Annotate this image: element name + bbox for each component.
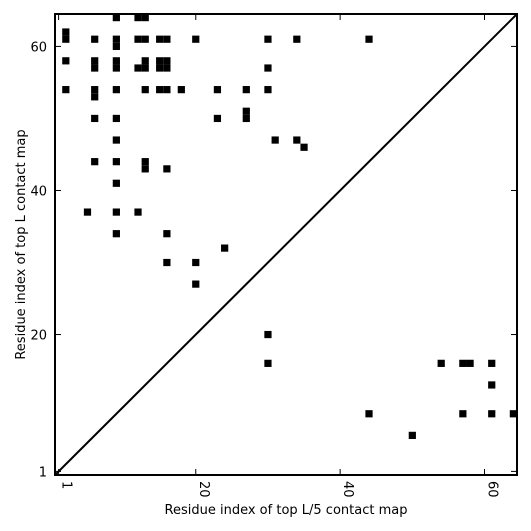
contact-point-upper [192, 258, 200, 267]
contact-point-upper [62, 35, 70, 43]
contact-point-upper [112, 230, 120, 238]
x-axis-label: Residue index of top L/5 contact map [165, 503, 408, 518]
contact-point-upper [163, 57, 171, 65]
plot-points [62, 14, 517, 439]
contact-point-upper [62, 28, 70, 36]
y-tick-label: 1 [39, 465, 47, 480]
contact-point-upper [242, 107, 250, 115]
contact-point-upper [141, 57, 149, 65]
contact-point-upper [242, 86, 250, 94]
contact-point-upper [112, 208, 120, 216]
contact-point-upper [141, 86, 149, 94]
contact-point-upper [141, 35, 149, 43]
contact-point-lower [459, 359, 467, 367]
x-tick-label: 1 [59, 481, 74, 489]
contact-point-upper [221, 244, 229, 252]
y-tick-label: 60 [30, 40, 47, 55]
x-tick-label: 60 [485, 481, 500, 498]
contact-point-upper [264, 330, 272, 339]
contact-point-upper [192, 280, 200, 288]
contact-point-upper [112, 14, 120, 22]
contact-point-upper [134, 35, 142, 43]
contact-point-upper [293, 35, 301, 43]
contact-point-lower [466, 359, 474, 367]
contact-point-upper [91, 114, 99, 123]
x-ticks: 1 20 40 60 [58, 14, 500, 498]
contact-point-upper [141, 14, 149, 22]
contact-point-upper [293, 136, 301, 144]
diagonal-line [54, 13, 518, 476]
contact-point-lower [488, 381, 496, 389]
contact-point-upper [156, 57, 164, 65]
y-ticks: 1 20 40 60 [30, 40, 517, 480]
contact-point-lower [488, 410, 496, 418]
contact-point-upper [91, 57, 99, 65]
contact-point-upper [177, 86, 185, 94]
x-tick-label: 20 [196, 481, 211, 498]
contact-point-upper [112, 64, 120, 72]
contact-point-upper [163, 258, 171, 267]
contact-point-upper [213, 114, 222, 123]
contact-point-upper [91, 86, 99, 94]
contact-point-upper [163, 230, 171, 238]
x-tick-label: 40 [340, 481, 355, 498]
contact-point-upper [264, 359, 272, 367]
contact-point-upper [213, 86, 222, 94]
contact-point-upper [112, 158, 120, 166]
contact-point-upper [112, 114, 120, 123]
contact-point-upper [242, 114, 250, 123]
contact-point-upper [163, 165, 171, 173]
contact-point-upper [264, 86, 272, 94]
contact-point-upper [112, 179, 120, 187]
contact-point-upper [163, 86, 171, 94]
contact-point-upper [91, 64, 99, 72]
plot-frame [54, 13, 518, 476]
contact-point-upper [91, 158, 99, 166]
contact-point-upper [112, 136, 120, 144]
contact-point-upper [141, 158, 149, 166]
contact-point-upper [134, 64, 142, 72]
contact-point-upper [192, 35, 200, 43]
contact-point-upper [163, 64, 171, 72]
contact-point-lower [509, 410, 517, 418]
contact-point-upper [91, 93, 99, 101]
contact-point-upper [271, 136, 279, 144]
contact-point-upper [62, 86, 70, 94]
contact-point-upper [83, 208, 92, 216]
contact-point-upper [112, 86, 120, 94]
y-axis-label: Residue index of top L contact map [14, 129, 29, 359]
contact-point-upper [112, 35, 120, 43]
contact-point-upper [112, 57, 120, 65]
contact-point-upper [91, 35, 99, 43]
contact-point-upper [156, 86, 164, 94]
contact-point-lower [437, 359, 445, 367]
contact-point-lower [365, 410, 373, 418]
contact-point-lower [408, 431, 416, 439]
y-tick-label: 20 [30, 329, 47, 344]
contact-point-upper [134, 208, 142, 216]
contact-point-lower [488, 359, 496, 367]
contact-point-upper [264, 35, 272, 43]
contact-point-upper [264, 64, 272, 72]
contact-point-upper [156, 64, 164, 72]
contact-point-upper [134, 14, 142, 22]
contact-point-upper [62, 57, 70, 65]
contact-point-upper [365, 35, 373, 43]
y-tick-label: 40 [30, 184, 47, 199]
contact-point-upper [141, 64, 149, 72]
contact-point-upper [112, 42, 120, 51]
contact-point-upper [163, 35, 171, 43]
contact-point-upper [156, 35, 164, 43]
contact-point-upper [300, 143, 308, 151]
contact-point-lower [459, 410, 467, 418]
contact-point-upper [141, 165, 149, 173]
